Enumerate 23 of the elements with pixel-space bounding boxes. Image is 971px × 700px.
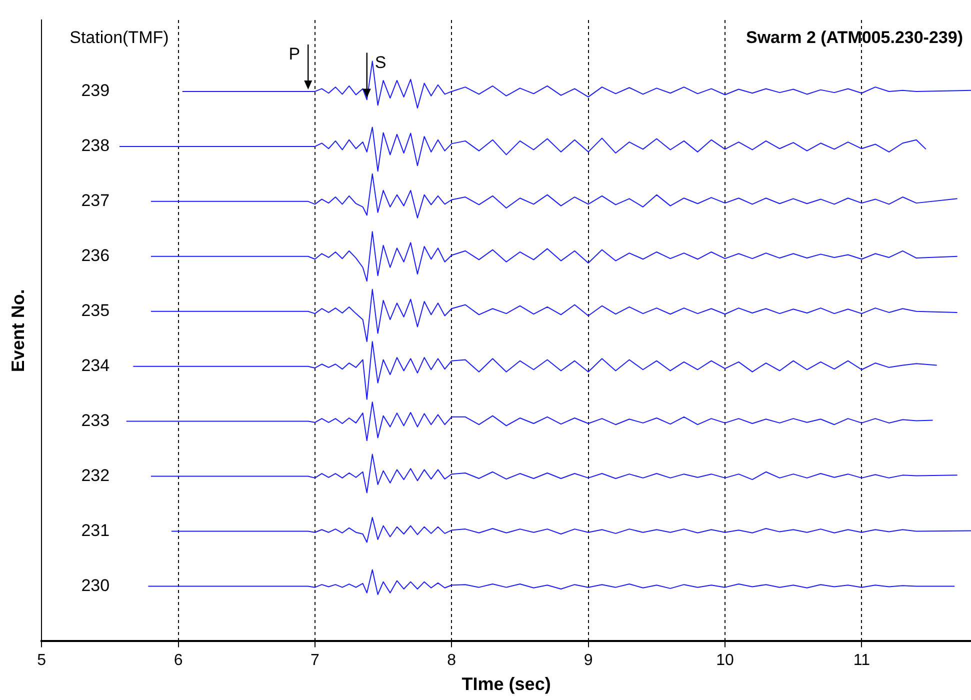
y-tick-label: 239: [81, 81, 110, 100]
y-tick-label: 234: [81, 356, 110, 376]
y-axis-title: Event No.: [8, 289, 28, 372]
annotation: P: [288, 44, 300, 64]
x-tick-label: 11: [853, 652, 870, 670]
x-axis-title: TIme (sec): [462, 674, 551, 694]
y-tick-label: 235: [81, 301, 110, 320]
text: Swarm 2 (ATM005.230-239): [746, 28, 963, 48]
y-tick-label: 230: [81, 576, 110, 595]
x-tick-label: 6: [174, 652, 183, 670]
y-tick-label: 232: [81, 466, 110, 485]
y-tick-label: 237: [81, 191, 110, 210]
x-tick-label: 8: [447, 652, 456, 670]
x-tick-label: 9: [584, 652, 593, 670]
x-tick-label: 10: [716, 652, 734, 670]
annotation: S: [374, 52, 386, 72]
y-tick-label: 231: [81, 520, 110, 540]
y-tick-label: 238: [81, 136, 110, 156]
y-tick-label: 236: [81, 246, 110, 266]
annotation: Station(TMF): [70, 28, 169, 48]
x-tick-label: 7: [310, 652, 320, 670]
x-tick-label: 5: [37, 652, 46, 670]
y-tick-label: 233: [81, 410, 110, 430]
